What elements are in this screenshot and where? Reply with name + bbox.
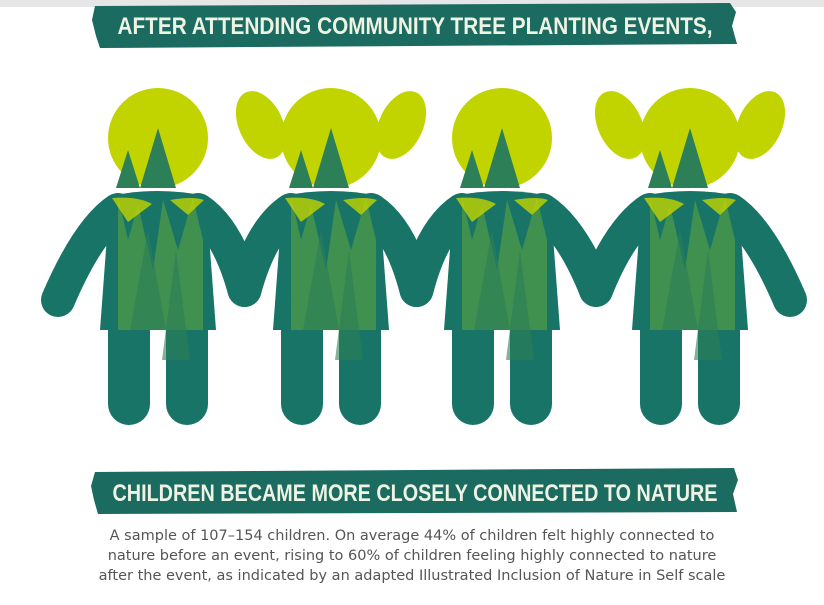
infographic: AFTER ATTENDING COMMUNITY TREE PLANTING …	[0, 0, 824, 605]
footer-title: CHILDREN BECAME MORE CLOSELY CONNECTED T…	[113, 480, 718, 507]
child	[444, 88, 560, 425]
child	[100, 88, 216, 425]
caption-line: nature before an event, rising to 60% of…	[108, 548, 717, 564]
header-title: AFTER ATTENDING COMMUNITY TREE PLANTING …	[118, 13, 713, 40]
caption-line: after the event, as indicated by an adap…	[99, 568, 726, 584]
caption-line: A sample of 107–154 children. On average…	[110, 528, 715, 544]
page: AFTER ATTENDING COMMUNITY TREE PLANTING …	[0, 0, 824, 605]
children-illustration	[58, 83, 795, 425]
